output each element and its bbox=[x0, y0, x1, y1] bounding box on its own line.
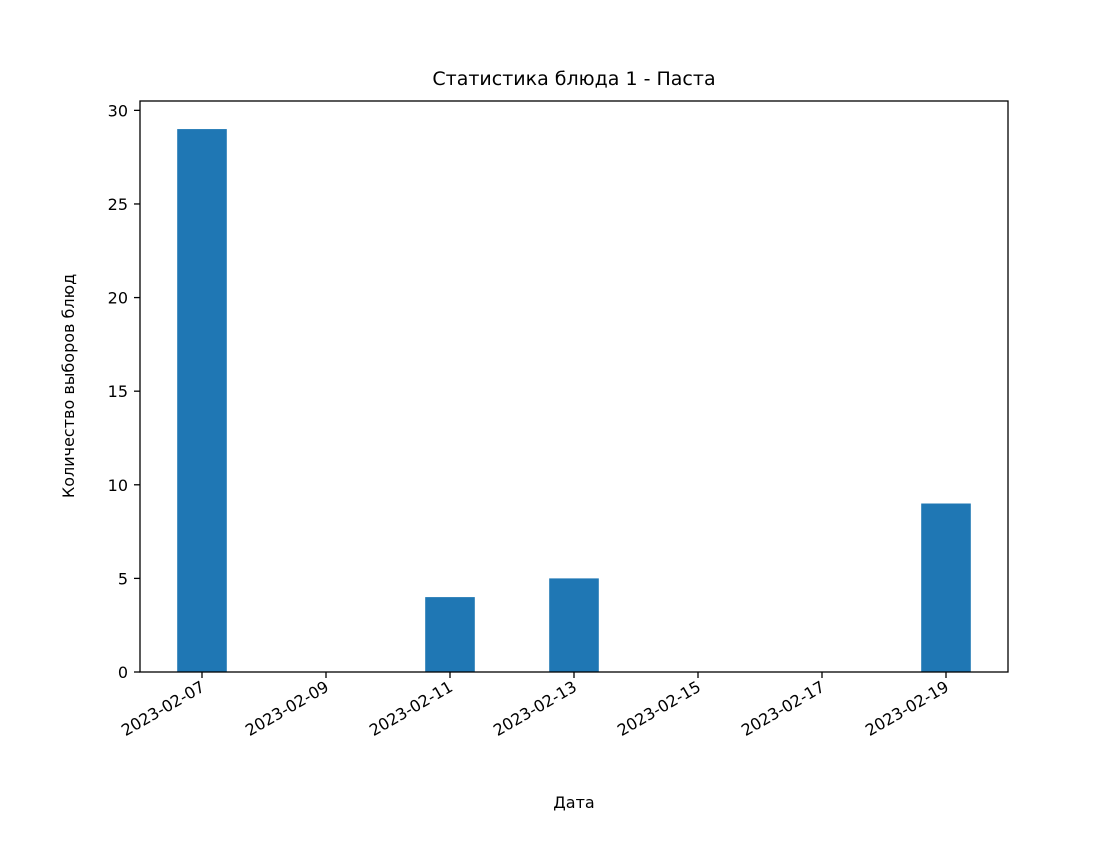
y-tick-label-20: 20 bbox=[108, 289, 128, 308]
y-tick-label-10: 10 bbox=[108, 476, 128, 495]
y-tick-label-30: 30 bbox=[108, 101, 128, 120]
bar-2023-02-07 bbox=[177, 129, 227, 672]
bar-2023-02-13 bbox=[549, 578, 599, 672]
y-tick-label-15: 15 bbox=[108, 382, 128, 401]
y-tick-label-0: 0 bbox=[118, 663, 128, 682]
y-axis-label: Количество выборов блюд bbox=[59, 274, 78, 498]
y-tick-label-25: 25 bbox=[108, 195, 128, 214]
bar-2023-02-11 bbox=[425, 597, 475, 672]
bars-layer bbox=[177, 129, 971, 672]
chart-title: Статистика блюда 1 - Паста bbox=[432, 68, 715, 90]
bar-2023-02-19 bbox=[921, 503, 971, 672]
y-tick-label-5: 5 bbox=[118, 569, 128, 588]
x-axis-label: Дата bbox=[553, 793, 594, 812]
